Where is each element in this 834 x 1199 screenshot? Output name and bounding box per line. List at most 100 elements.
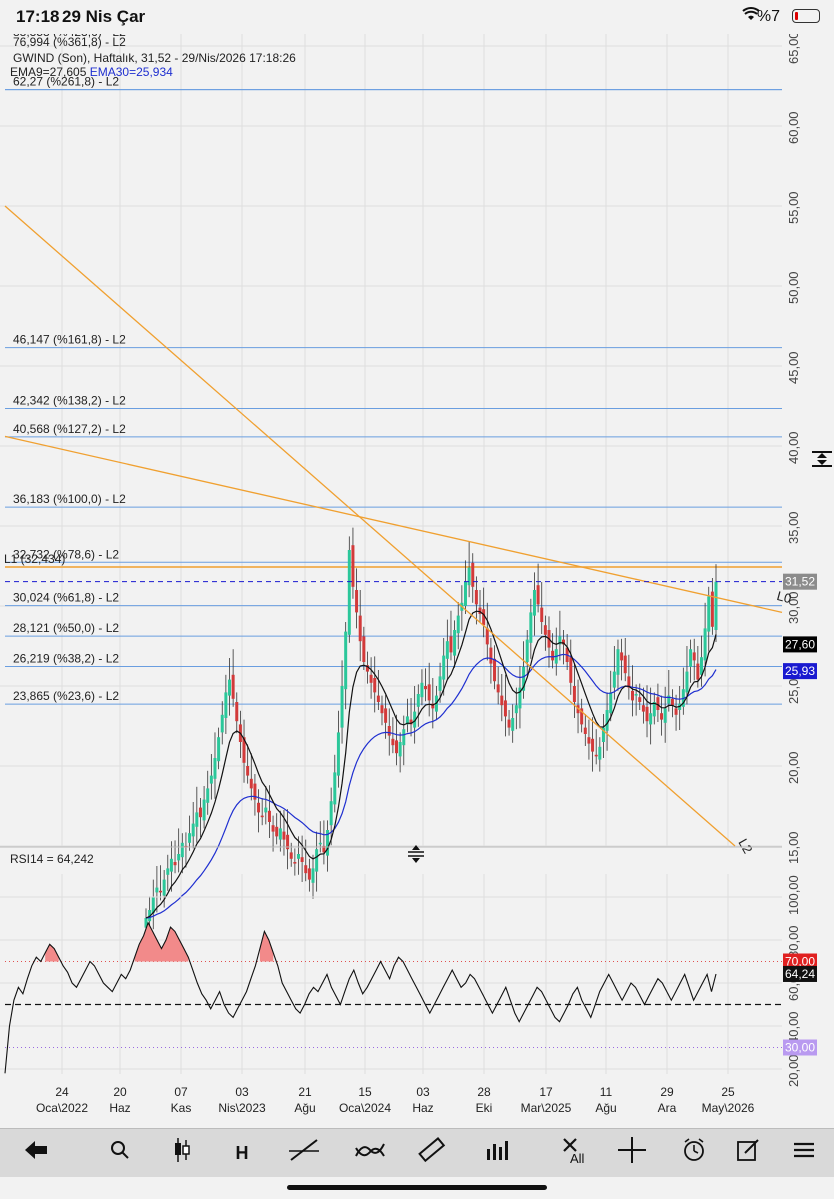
candle-body [438, 676, 442, 691]
candle-body [173, 862, 177, 866]
candle-body [311, 868, 315, 883]
candle-body [358, 615, 362, 642]
candle-body [180, 842, 184, 858]
battery-percent: %7 [756, 8, 780, 25]
candle-body [634, 694, 638, 696]
candle-body [224, 692, 228, 718]
volume-bars-button[interactable] [478, 1137, 518, 1169]
indicator-button[interactable] [350, 1137, 390, 1169]
trendline-upper [4, 435, 783, 614]
candle-body [188, 833, 192, 843]
candle-body [169, 858, 173, 872]
candle-body [242, 737, 246, 763]
menu-button[interactable] [784, 1137, 824, 1169]
rsi-y-tick-label: 40,00 [786, 1011, 801, 1044]
delete-all-button[interactable]: All [550, 1137, 590, 1169]
candle-body [529, 612, 533, 643]
candlestick-button[interactable] [162, 1137, 202, 1169]
y-tick-label: 60,00 [786, 111, 801, 144]
candle-body [453, 630, 457, 656]
candle-body [373, 678, 377, 693]
delete-all-icon [562, 1136, 578, 1159]
candle-body [689, 649, 693, 667]
x-tick-label-bottom: Oca\2022 [36, 1101, 88, 1115]
x-tick-label-bottom: Oca\2024 [339, 1101, 391, 1115]
candle-body [289, 852, 293, 859]
trendline-icon [289, 1138, 319, 1168]
y-tick-label: 65,00 [786, 34, 801, 64]
candle-body [191, 823, 195, 837]
fib-level-label: 40,568 (%127,2) - L2 [13, 422, 126, 436]
battery-icon [792, 9, 820, 23]
candle-body [612, 671, 616, 688]
note-edit-button[interactable] [728, 1137, 768, 1169]
candle-body [692, 652, 696, 661]
h-button[interactable]: H [222, 1137, 262, 1169]
candle-body [489, 647, 493, 664]
x-tick-label-bottom: Ara [658, 1101, 677, 1115]
candle-body [322, 846, 326, 853]
candle-body [213, 758, 217, 779]
ema30-line [145, 653, 717, 919]
candle-body [685, 671, 689, 693]
candle-body [667, 695, 671, 704]
y-tick-label: 35,00 [786, 511, 801, 544]
y-tick-label: 50,00 [786, 271, 801, 304]
ema9-badge-bg [783, 636, 817, 653]
last-price-badge: 31,52 [785, 575, 815, 589]
bottom-toolbar: H All [0, 1128, 834, 1177]
candle-body [409, 719, 413, 725]
back-arrow-button[interactable] [16, 1137, 56, 1169]
wifi-icon [742, 6, 760, 27]
candle-body [286, 834, 290, 850]
candle-body [507, 719, 511, 728]
search-button[interactable] [100, 1137, 140, 1169]
candle-body [536, 585, 540, 605]
ema9-badge: 27,60 [785, 637, 815, 651]
candle-body [340, 686, 344, 728]
trendline-button[interactable] [284, 1137, 324, 1169]
resize-arrow [412, 845, 420, 850]
candle-body [463, 582, 467, 606]
x-tick-label-bottom: Ağu [294, 1101, 315, 1115]
candle-body [315, 849, 319, 872]
candle-body [674, 708, 678, 715]
candle-body [474, 590, 478, 605]
panel-resize-icon[interactable] [408, 845, 424, 863]
fib-level-label: 30,024 (%61,8) - L2 [13, 591, 119, 605]
price-chart[interactable]: 65,00 60,00 55,00 50,00 45,00 40,00 35,00 30,00… [0, 34, 834, 1128]
candle-body [271, 825, 275, 832]
fib-level-label: 62,27 (%261,8) - L2 [13, 75, 119, 89]
candle-body [572, 686, 576, 702]
candle-body [500, 695, 504, 706]
ruler-button[interactable] [412, 1137, 452, 1169]
alarm-icon [682, 1138, 706, 1168]
alarm-button[interactable] [674, 1137, 714, 1169]
candle-body [496, 684, 500, 693]
candle-body [616, 649, 620, 675]
crosshair-button[interactable] [612, 1137, 652, 1169]
candle-body [195, 812, 199, 827]
y-tick-label: 25,00 [786, 671, 801, 704]
candle-body [663, 708, 667, 723]
candle-body [177, 854, 181, 861]
handle-arrow-down [817, 460, 827, 465]
candle-body [641, 705, 645, 712]
price-scale-handle-icon[interactable] [812, 451, 832, 467]
rsi-y-tick-label: 80,00 [786, 925, 801, 958]
ema30-legend: EMA30=25,934 [90, 65, 173, 79]
candle-body [257, 802, 261, 813]
y-tick-label: 45,00 [786, 351, 801, 384]
x-tick-label-top: 20 [113, 1085, 127, 1099]
ema-legend: EMA9=27,605 EMA30=25,934 [10, 65, 173, 79]
candle-body [398, 742, 402, 757]
candle-body [707, 596, 711, 632]
candle-body [522, 666, 526, 691]
candle-body [351, 545, 355, 587]
candle-body [413, 711, 417, 728]
x-tick-label-bottom: Kas [171, 1101, 192, 1115]
rsi-70-badge: 70,00 [785, 955, 815, 969]
candle-body [198, 807, 202, 818]
candle-body [714, 581, 718, 630]
candle-body [445, 641, 449, 659]
